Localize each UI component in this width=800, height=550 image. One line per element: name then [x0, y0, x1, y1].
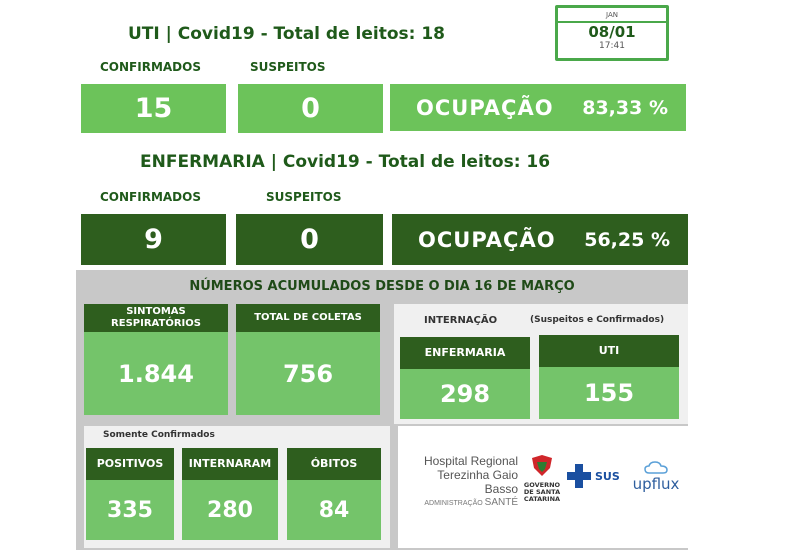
hospital-sante: SANTÉ [484, 497, 518, 508]
int-uti-value: 155 [539, 367, 679, 419]
obitos-value: 84 [287, 480, 381, 540]
upflux-text: upflux [632, 475, 680, 493]
hospital-line2: Terezinha Gaio Basso [437, 468, 518, 496]
internacao-label: INTERNAÇÃO [424, 315, 498, 326]
int-enfermaria-label: ENFERMARIA [400, 337, 530, 369]
enfermaria-confirmed-label: CONFIRMADOS [100, 190, 201, 204]
gov-line2: DE SANTA [523, 488, 561, 496]
upflux-logo: upflux [628, 460, 684, 493]
uti-occupancy-value: 83,33 % [582, 96, 668, 119]
coletas-card: TOTAL DE COLETAS 756 [236, 304, 380, 415]
coletas-value: 756 [236, 332, 380, 415]
sus-logo: SUS [565, 462, 620, 490]
uti-suspect-label: SUSPEITOS [250, 60, 326, 74]
upflux-cloud-icon [644, 461, 668, 474]
hospital-logo: Hospital Regional Terezinha Gaio Basso A… [410, 454, 518, 511]
confirmed-only-label: Somente Confirmados [103, 430, 215, 440]
gov-sc-emblem-icon [532, 455, 552, 476]
coletas-label: TOTAL DE COLETAS [236, 304, 380, 332]
gov-line1: GOVERNO [523, 481, 561, 489]
positivos-card: POSITIVOS 335 [86, 448, 174, 540]
internaram-card: INTERNARAM 280 [182, 448, 278, 540]
uti-title: UTI | Covid19 - Total de leitos: 18 [128, 24, 446, 44]
int-enfermaria-card: ENFERMARIA 298 [400, 337, 530, 419]
internaram-label: INTERNARAM [182, 448, 278, 480]
uti-occupancy-label: OCUPAÇÃO [416, 95, 554, 120]
obitos-label: ÓBITOS [287, 448, 381, 480]
int-uti-card: UTI 155 [539, 335, 679, 419]
positivos-value: 335 [86, 480, 174, 540]
sintomas-label: SINTOMAS RESPIRATÓRIOS [84, 304, 228, 332]
enfermaria-suspect-value: 0 [236, 214, 383, 265]
enfermaria-occupancy: OCUPAÇÃO 56,25 % [392, 214, 688, 265]
enfermaria-occupancy-value: 56,25 % [584, 228, 670, 251]
date-card: JAN 08/01 17:41 [555, 5, 669, 61]
date-time: 17:41 [599, 41, 625, 51]
sus-cross-icon [567, 464, 591, 488]
internacao-note: (Suspeitos e Confirmados) [530, 315, 665, 325]
date-day: 08/01 [588, 23, 636, 41]
sintomas-value: 1.844 [84, 332, 228, 415]
int-uti-label: UTI [539, 335, 679, 367]
obitos-card: ÓBITOS 84 [287, 448, 381, 540]
sus-text: SUS [595, 469, 620, 483]
sintomas-card: SINTOMAS RESPIRATÓRIOS 1.844 [84, 304, 228, 415]
int-enfermaria-value: 298 [400, 369, 530, 419]
positivos-label: POSITIVOS [86, 448, 174, 480]
gov-line3: CATARINA [523, 495, 561, 503]
enfermaria-confirmed-value: 9 [81, 214, 226, 265]
hospital-line1: Hospital Regional [423, 454, 518, 468]
uti-confirmed-label: CONFIRMADOS [100, 60, 201, 74]
hospital-admin: ADMINISTRAÇÃO [424, 500, 483, 507]
enfermaria-suspect-label: SUSPEITOS [266, 190, 342, 204]
uti-occupancy: OCUPAÇÃO 83,33 % [390, 84, 686, 131]
date-month: JAN [606, 11, 618, 19]
uti-confirmed-value: 15 [81, 84, 226, 133]
uti-suspect-value: 0 [238, 84, 383, 133]
logos-area [398, 426, 688, 548]
enfermaria-title: ENFERMARIA | Covid19 - Total de leitos: … [140, 152, 551, 172]
internaram-value: 280 [182, 480, 278, 540]
accumulated-title: NÚMEROS ACUMULADOS DESDE O DIA 16 DE MAR… [189, 279, 575, 294]
enfermaria-occupancy-label: OCUPAÇÃO [418, 227, 556, 252]
gov-sc-logo: GOVERNO DE SANTA CATARINA [522, 454, 562, 503]
